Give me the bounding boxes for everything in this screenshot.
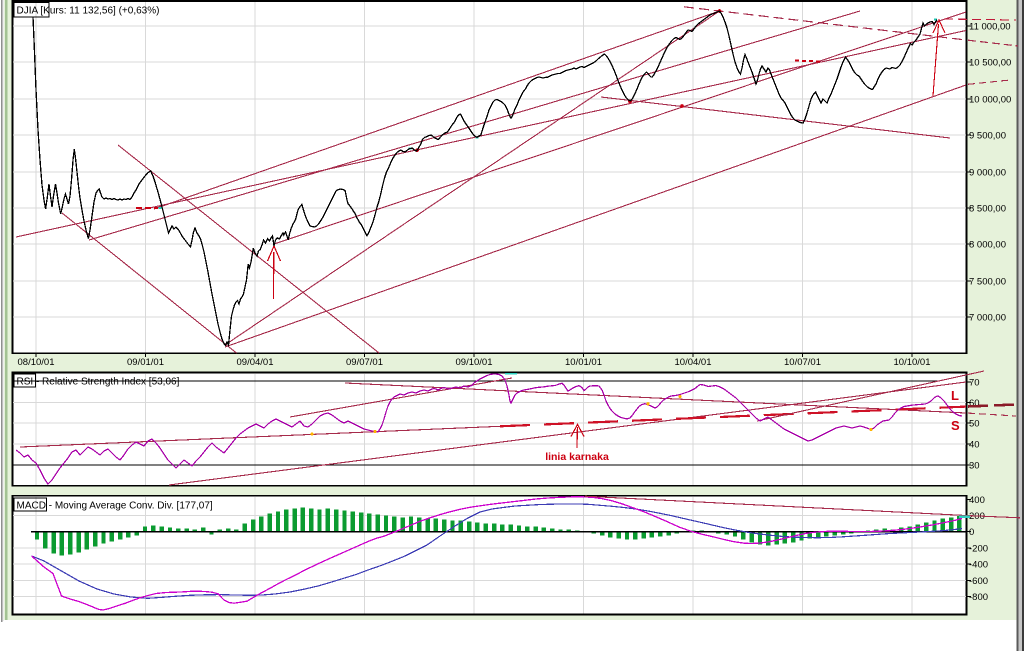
svg-text:400: 400 xyxy=(969,495,985,506)
svg-text:7 000,00: 7 000,00 xyxy=(969,313,1006,324)
svg-text:11 000,00: 11 000,00 xyxy=(969,22,1011,33)
svg-text:09/10/01: 09/10/01 xyxy=(456,357,493,368)
svg-text:09/01/01: 09/01/01 xyxy=(127,357,164,368)
svg-text:8 000,00: 8 000,00 xyxy=(969,240,1006,251)
svg-text:10/10/01: 10/10/01 xyxy=(894,357,931,368)
svg-text:RSI - Relative Strength Index: RSI - Relative Strength Index [53,06] xyxy=(17,377,180,388)
svg-text:09/04/01: 09/04/01 xyxy=(237,357,274,368)
svg-text:10 000,00: 10 000,00 xyxy=(969,95,1011,106)
svg-text:MACD - Moving Average Conv. Di: MACD - Moving Average Conv. Div. [177,07… xyxy=(17,501,213,512)
svg-text:-800: -800 xyxy=(969,592,988,603)
svg-text:0: 0 xyxy=(969,527,974,538)
svg-text:09/07/01: 09/07/01 xyxy=(346,357,383,368)
svg-text:linia karnaka: linia karnaka xyxy=(545,451,609,463)
svg-text:9 000,00: 9 000,00 xyxy=(969,168,1006,179)
svg-text:70: 70 xyxy=(969,378,980,389)
svg-text:10/01/01: 10/01/01 xyxy=(565,357,602,368)
svg-text:10/04/01: 10/04/01 xyxy=(675,357,712,368)
svg-text:40: 40 xyxy=(969,440,980,451)
svg-text:9 500,00: 9 500,00 xyxy=(969,131,1006,142)
svg-text:DJIA [Kurs: 11 132,56] (+0,63%: DJIA [Kurs: 11 132,56] (+0,63%) xyxy=(17,6,160,17)
svg-text:30: 30 xyxy=(969,461,980,472)
svg-text:-600: -600 xyxy=(969,576,988,587)
svg-text:50: 50 xyxy=(969,419,980,430)
svg-text:-400: -400 xyxy=(969,560,988,571)
svg-text:8 500,00: 8 500,00 xyxy=(969,204,1006,215)
svg-text:08/10/01: 08/10/01 xyxy=(18,357,55,368)
svg-text:10 500,00: 10 500,00 xyxy=(969,58,1011,69)
svg-text:7 500,00: 7 500,00 xyxy=(969,277,1006,288)
svg-text:10/07/01: 10/07/01 xyxy=(784,357,821,368)
svg-text:S: S xyxy=(951,418,960,433)
svg-text:-200: -200 xyxy=(969,543,988,554)
svg-text:L: L xyxy=(951,388,959,403)
svg-text:60: 60 xyxy=(969,398,980,409)
